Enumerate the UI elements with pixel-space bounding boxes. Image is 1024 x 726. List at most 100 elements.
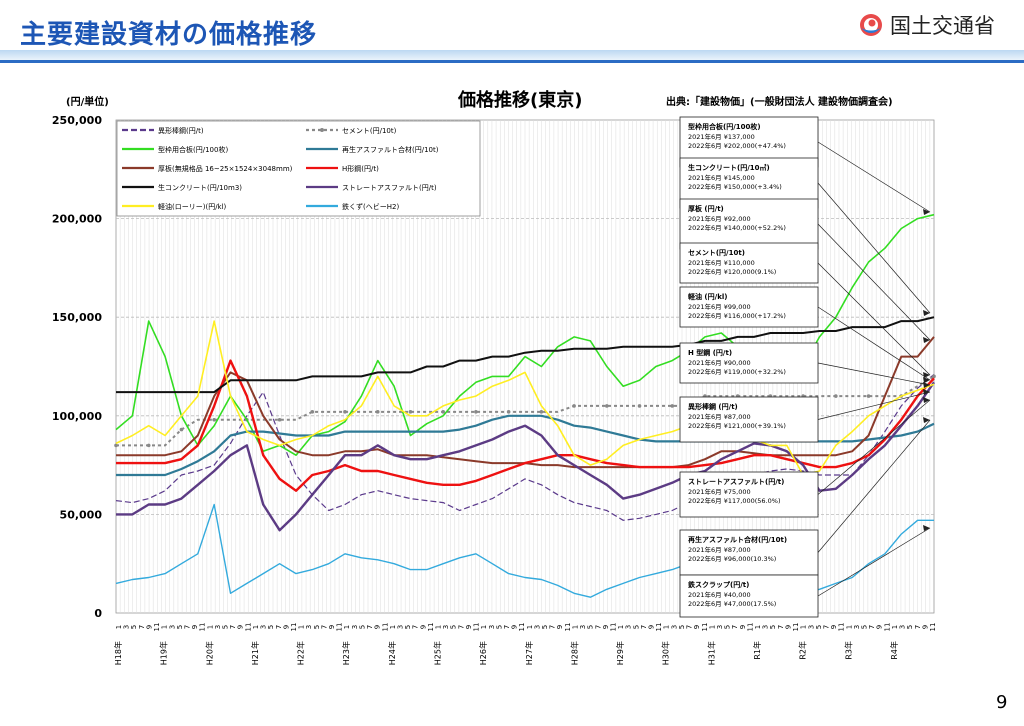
annotation-title: 型枠用合板(円/100枚) [688,122,761,131]
y-tick-label: 50,000 [60,508,103,521]
legend-label: 型枠用合板(円/100枚) [158,145,228,154]
annotation-line: 2022年6月 ¥96,000(10.3%) [688,554,776,563]
annotation-title: 異形棒鋼 (円/t) [688,402,738,411]
series-point [146,443,151,448]
annotation-line: 2022年6月 ¥116,000(+17.2%) [688,311,786,320]
x-year-label: H29年 [615,641,625,665]
x-month-label: 1 [571,625,579,629]
x-month-label: 5 [176,625,184,629]
x-month-label: 5 [495,625,503,629]
x-month-label: 7 [320,625,328,629]
x-month-label: 1 [617,625,625,629]
x-month-label: 1 [115,625,123,629]
x-month-label: 3 [853,625,861,629]
x-month-label: 9 [602,625,610,629]
x-year-label: H31年 [706,641,716,665]
chart-title: 価格推移(東京) [458,90,583,111]
arrow-head [923,525,930,531]
series-point [310,410,315,414]
x-month-label: 3 [123,625,131,629]
x-month-label: 5 [861,625,869,629]
series-point [114,443,118,448]
x-month-label: 1 [663,625,671,629]
annotation-arrow [817,362,931,386]
x-month-label: 9 [328,625,336,629]
logo-text: 国土交通省 [890,14,995,38]
series-point [572,404,576,408]
x-month-label: 9 [830,625,838,629]
series-point [834,394,838,398]
x-month-label: 11 [153,623,161,632]
y-tick-label: 200,000 [52,213,102,226]
legend-label: 再生アスファルト合材(円/10t) [342,145,439,154]
series-point [670,404,675,408]
x-month-label: 7 [229,625,237,629]
x-month-label: 7 [138,625,146,629]
series-point [605,404,609,408]
x-month-label: 7 [457,625,465,629]
legend-label: 異形棒鋼(円/t) [158,126,204,135]
x-month-label: 3 [396,625,404,629]
annotation-line: 2022年6月 ¥121,000(+39.1%) [688,421,786,430]
annotation-line: 2022年6月 ¥117,000(56.0%) [688,496,780,505]
x-year-label: R3年 [843,641,853,660]
y-tick-label: 150,000 [52,311,102,324]
x-month-label: 5 [130,625,138,629]
x-month-label: 9 [419,625,427,629]
annotation-box [679,198,819,250]
x-month-label: 3 [488,625,496,629]
x-month-label: 3 [807,625,815,629]
annotation-title: 再生アスファルト合材(円/10t) [688,535,787,544]
x-month-label: 11 [701,623,709,632]
x-month-label: 7 [412,625,420,629]
x-month-label: 5 [587,625,595,629]
x-month-label: 9 [921,625,929,629]
series-point [506,410,511,414]
chart-legend: 異形棒鋼(円/t) セメント(円/10t) 型枠用合板(円/100枚) 再生アスファル… [116,120,481,217]
x-year-label: H19年 [159,641,169,665]
x-month-label: 1 [389,625,397,629]
annotation-line: 2021年6月 ¥110,000 [688,258,755,267]
annotation-arrow [817,399,931,495]
annotation-title: 軽油 (円/kl) [688,292,727,301]
x-month-label: 1 [800,625,808,629]
annotation-arrow [817,141,931,213]
annotation-title: 厚板 (円/t) [688,204,724,213]
series-point [474,410,478,414]
x-month-label: 9 [693,625,701,629]
series-line [115,320,935,476]
x-month-label: 11 [883,623,891,632]
legend-label: セメント(円/10t) [342,127,397,135]
x-month-label: 1 [708,625,716,629]
x-month-label: 1 [891,625,899,629]
x-month-label: 9 [739,625,747,629]
annotation-arrow [817,182,931,314]
x-month-label: 11 [336,623,344,632]
x-month-label: 5 [632,625,640,629]
x-month-label: 1 [252,625,260,629]
x-month-label: 3 [670,625,678,629]
x-year-label: H18年 [113,641,123,665]
annotation-line: 2021年6月 ¥99,000 [688,302,751,311]
series-point [539,410,544,414]
series-line [115,373,935,521]
x-year-label: H20年 [204,641,214,665]
x-year-label: H25年 [433,641,443,665]
x-month-label: 3 [168,625,176,629]
x-month-label: 1 [526,625,534,629]
y-tick-label: 250,000 [52,114,102,127]
annotation-box [679,286,819,328]
x-month-label: 9 [648,625,656,629]
series-line [116,316,935,394]
arrow-head [923,382,930,388]
x-month-label: 11 [199,623,207,632]
annotation-arrow [817,306,931,381]
title-band [0,50,1024,60]
x-month-label: 5 [678,625,686,629]
x-year-label: H22年 [296,641,306,665]
